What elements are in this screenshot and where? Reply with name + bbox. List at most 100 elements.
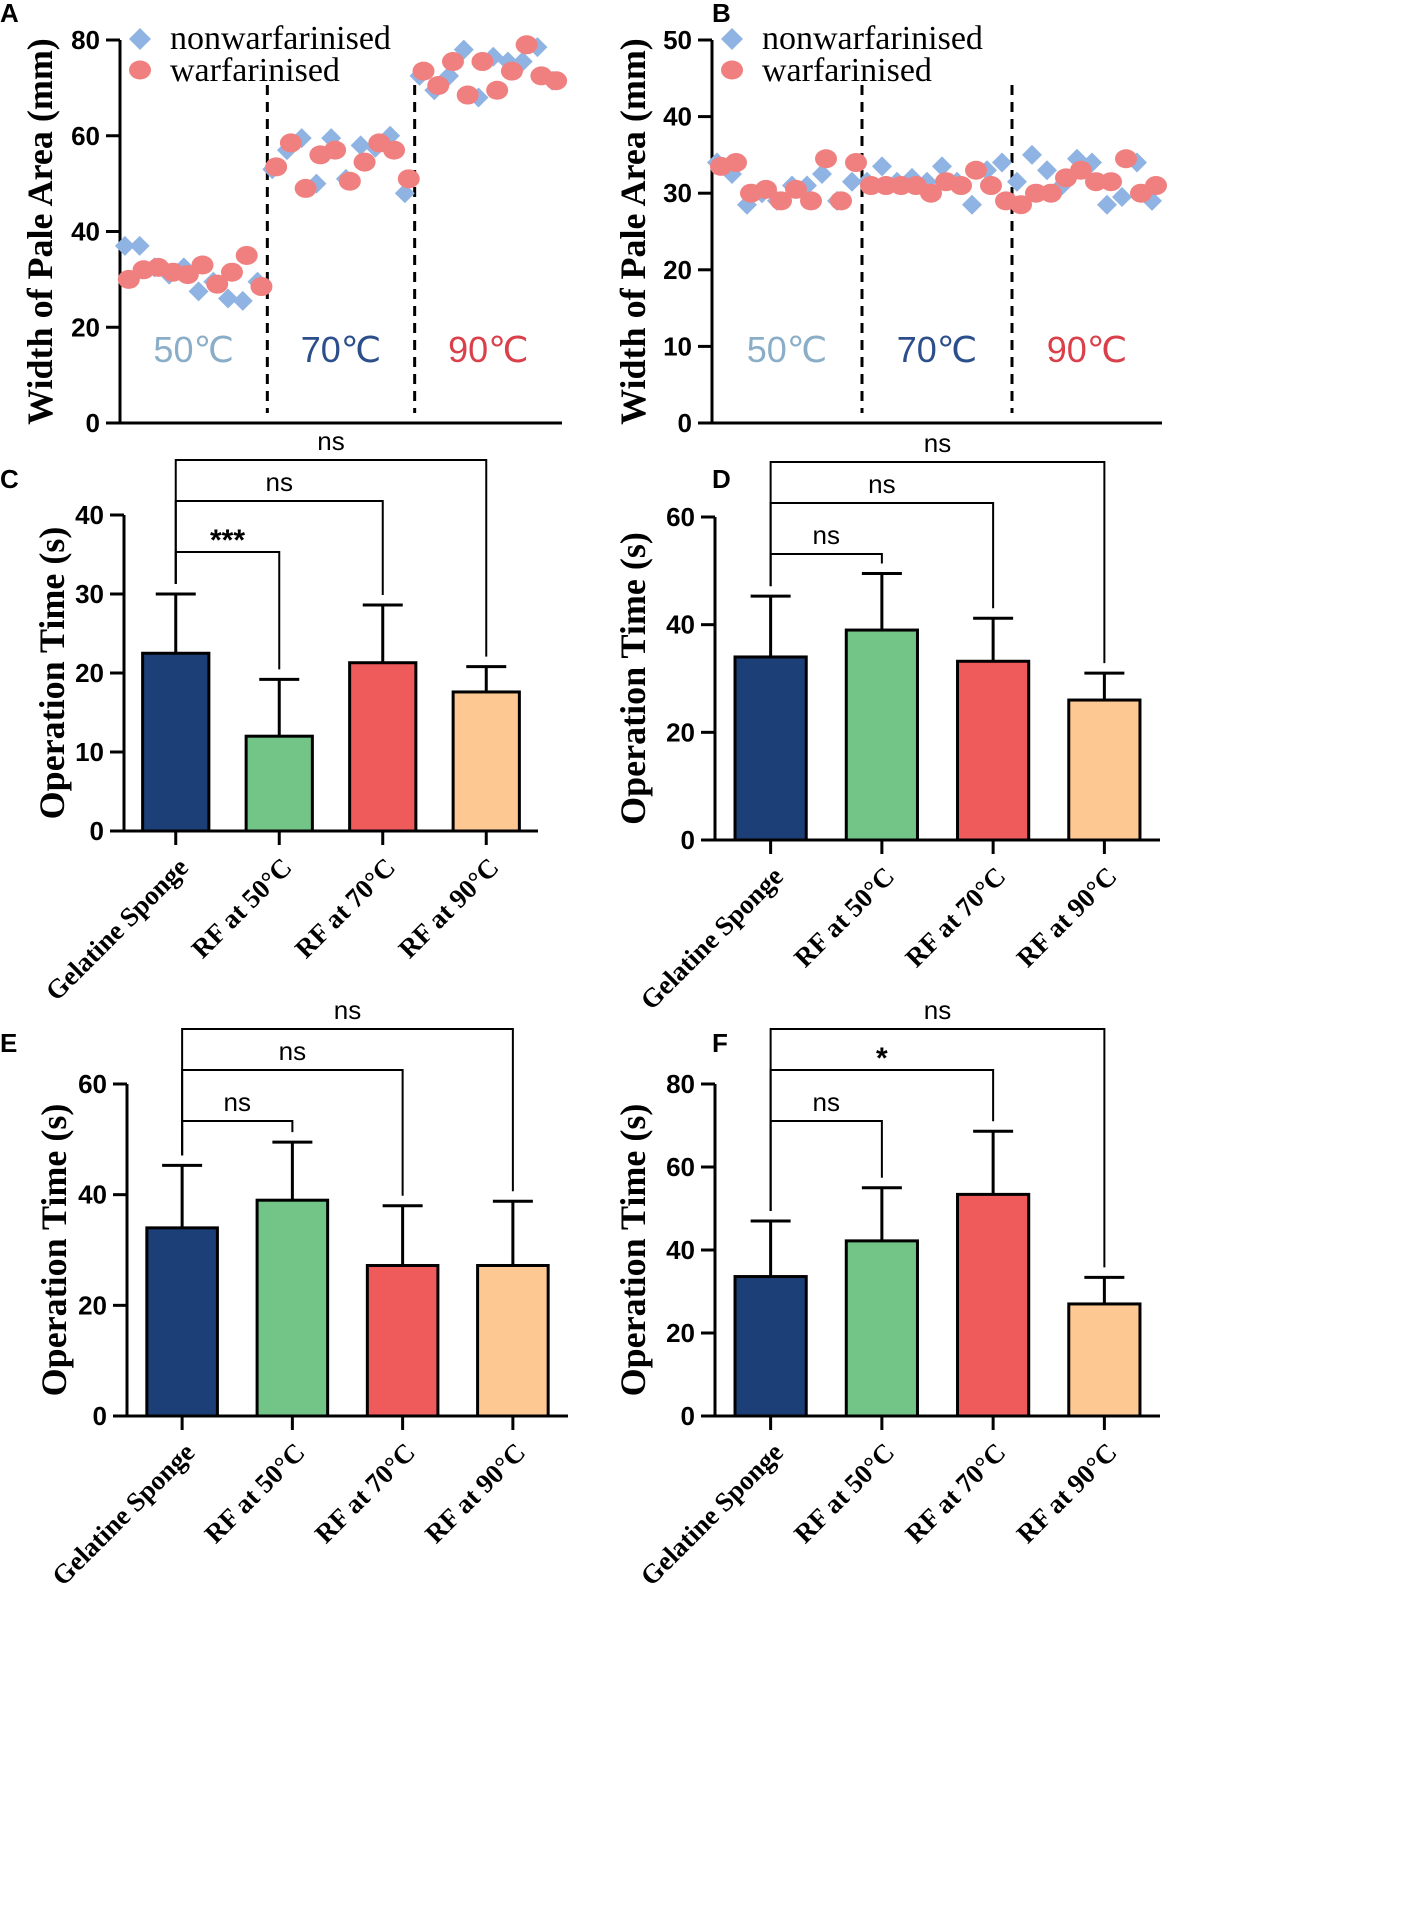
- temperature-label: 70℃: [897, 329, 977, 370]
- warfarinised-point: [950, 176, 972, 196]
- y-tick-label: 80: [71, 25, 100, 55]
- warfarinised-point: [770, 191, 792, 211]
- category-label: RF at 50°C: [186, 852, 298, 964]
- bar: [956, 1192, 1031, 1418]
- category-label: Gelatine Sponge: [635, 861, 789, 1015]
- bar: [255, 1198, 330, 1418]
- y-tick-label: 40: [666, 1235, 695, 1265]
- warfarinised-point: [1100, 172, 1122, 192]
- panel-label: B: [712, 0, 731, 28]
- category-label: RF at 90°C: [393, 852, 505, 964]
- y-axis-title: Width of Pale Area (mm): [20, 38, 60, 425]
- warfarinised-point: [206, 274, 229, 294]
- category-label: Gelatine Sponge: [40, 852, 194, 1006]
- significance-label: ***: [210, 524, 245, 557]
- legend-diamond-icon: [721, 28, 743, 50]
- warfarinised-point: [456, 85, 479, 105]
- category-label: RF at 90°C: [1011, 861, 1123, 973]
- category-label: RF at 70°C: [899, 861, 1011, 973]
- y-axis-title: Width of Pale Area (mm): [613, 38, 653, 425]
- bar: [956, 659, 1031, 842]
- significance-bracket: [174, 459, 488, 657]
- warfarinised-point: [800, 191, 822, 211]
- warfarinised-point: [920, 183, 942, 203]
- legend-circle-icon: [129, 60, 151, 80]
- warfarinised-point: [383, 140, 406, 160]
- category-label: RF at 70°C: [309, 1437, 421, 1549]
- y-tick-label: 20: [666, 717, 695, 747]
- temperature-label: 90℃: [448, 329, 528, 370]
- panel-label: D: [712, 464, 731, 494]
- warfarinised-point: [338, 171, 361, 191]
- bar: [733, 655, 808, 842]
- warfarinised-point: [397, 169, 420, 189]
- y-tick-label: 0: [93, 1401, 107, 1431]
- nonwarfarinised-point: [218, 288, 239, 309]
- bar: [451, 690, 521, 833]
- panel-label: F: [712, 1028, 728, 1058]
- significance-label: ns: [813, 1087, 840, 1117]
- y-tick-label: 0: [681, 825, 695, 855]
- legend-label: nonwarfarinised: [170, 20, 391, 57]
- warfarinised-point: [324, 140, 347, 160]
- panel-label: A: [0, 0, 19, 28]
- warfarinised-point: [845, 153, 867, 173]
- temperature-label: 70℃: [301, 329, 381, 370]
- warfarinised-point: [427, 75, 450, 95]
- y-tick-label: 20: [71, 312, 100, 342]
- warfarinised-point: [515, 35, 538, 55]
- significance-label: ns: [317, 426, 344, 456]
- y-tick-label: 20: [666, 1318, 695, 1348]
- warfarinised-point: [1010, 195, 1032, 215]
- warfarinised-point: [353, 152, 376, 172]
- y-tick-label: 40: [78, 1180, 107, 1210]
- y-tick-label: 0: [681, 1401, 695, 1431]
- warfarinised-point: [471, 52, 494, 72]
- y-tick-label: 60: [71, 121, 100, 151]
- temperature-label: 50℃: [747, 329, 827, 370]
- category-label: RF at 90°C: [419, 1437, 531, 1549]
- bar: [844, 628, 919, 842]
- panel-A: A 0 20 40 60 80 Width of Pale Area (mm) 50℃ 70℃ 9…: [0, 0, 568, 438]
- nonwarfarinised-point: [1022, 144, 1042, 165]
- bar: [1067, 698, 1142, 842]
- bar: [476, 1263, 550, 1418]
- nonwarfarinised-point: [1037, 160, 1057, 181]
- y-tick-label: 30: [75, 579, 104, 609]
- y-axis-title: Operation Time (s): [613, 532, 653, 825]
- warfarinised-point: [545, 71, 568, 91]
- y-tick-label: 40: [75, 500, 104, 530]
- bar: [348, 661, 418, 833]
- y-tick-label: 60: [78, 1069, 107, 1099]
- bar: [365, 1263, 440, 1418]
- legend-label: nonwarfarinised: [762, 20, 983, 57]
- warfarinised-point: [486, 80, 509, 100]
- category-label: RF at 50°C: [788, 861, 900, 973]
- warfarinised-point: [1115, 149, 1137, 169]
- bar: [844, 1239, 919, 1418]
- y-tick-label: 20: [78, 1290, 107, 1320]
- nonwarfarinised-point: [932, 156, 952, 177]
- legend-circle-icon: [721, 60, 743, 80]
- significance-label: ns: [813, 520, 840, 550]
- significance-label: ns: [334, 995, 361, 1025]
- y-tick-label: 0: [678, 408, 692, 438]
- y-tick-label: 60: [666, 502, 695, 532]
- category-label: Gelatine Sponge: [635, 1437, 789, 1591]
- y-tick-label: 10: [75, 737, 104, 767]
- nonwarfarinised-point: [872, 156, 892, 177]
- panel-F: F 0 20 40 60 80 Operation Time (s) Gelatine Spo…: [613, 995, 1160, 1591]
- y-tick-label: 20: [663, 255, 692, 285]
- warfarinised-point: [294, 178, 317, 198]
- warfarinised-point: [725, 153, 747, 173]
- warfarinised-point: [235, 245, 258, 265]
- y-tick-label: 0: [86, 408, 100, 438]
- warfarinised-point: [965, 160, 987, 180]
- nonwarfarinised-point: [962, 194, 982, 215]
- significance-bracket: [174, 551, 281, 670]
- nonwarfarinised-point: [114, 235, 135, 256]
- temperature-label: 50℃: [153, 329, 233, 370]
- bar: [244, 734, 314, 833]
- y-tick-label: 20: [75, 658, 104, 688]
- warfarinised-point: [250, 277, 273, 297]
